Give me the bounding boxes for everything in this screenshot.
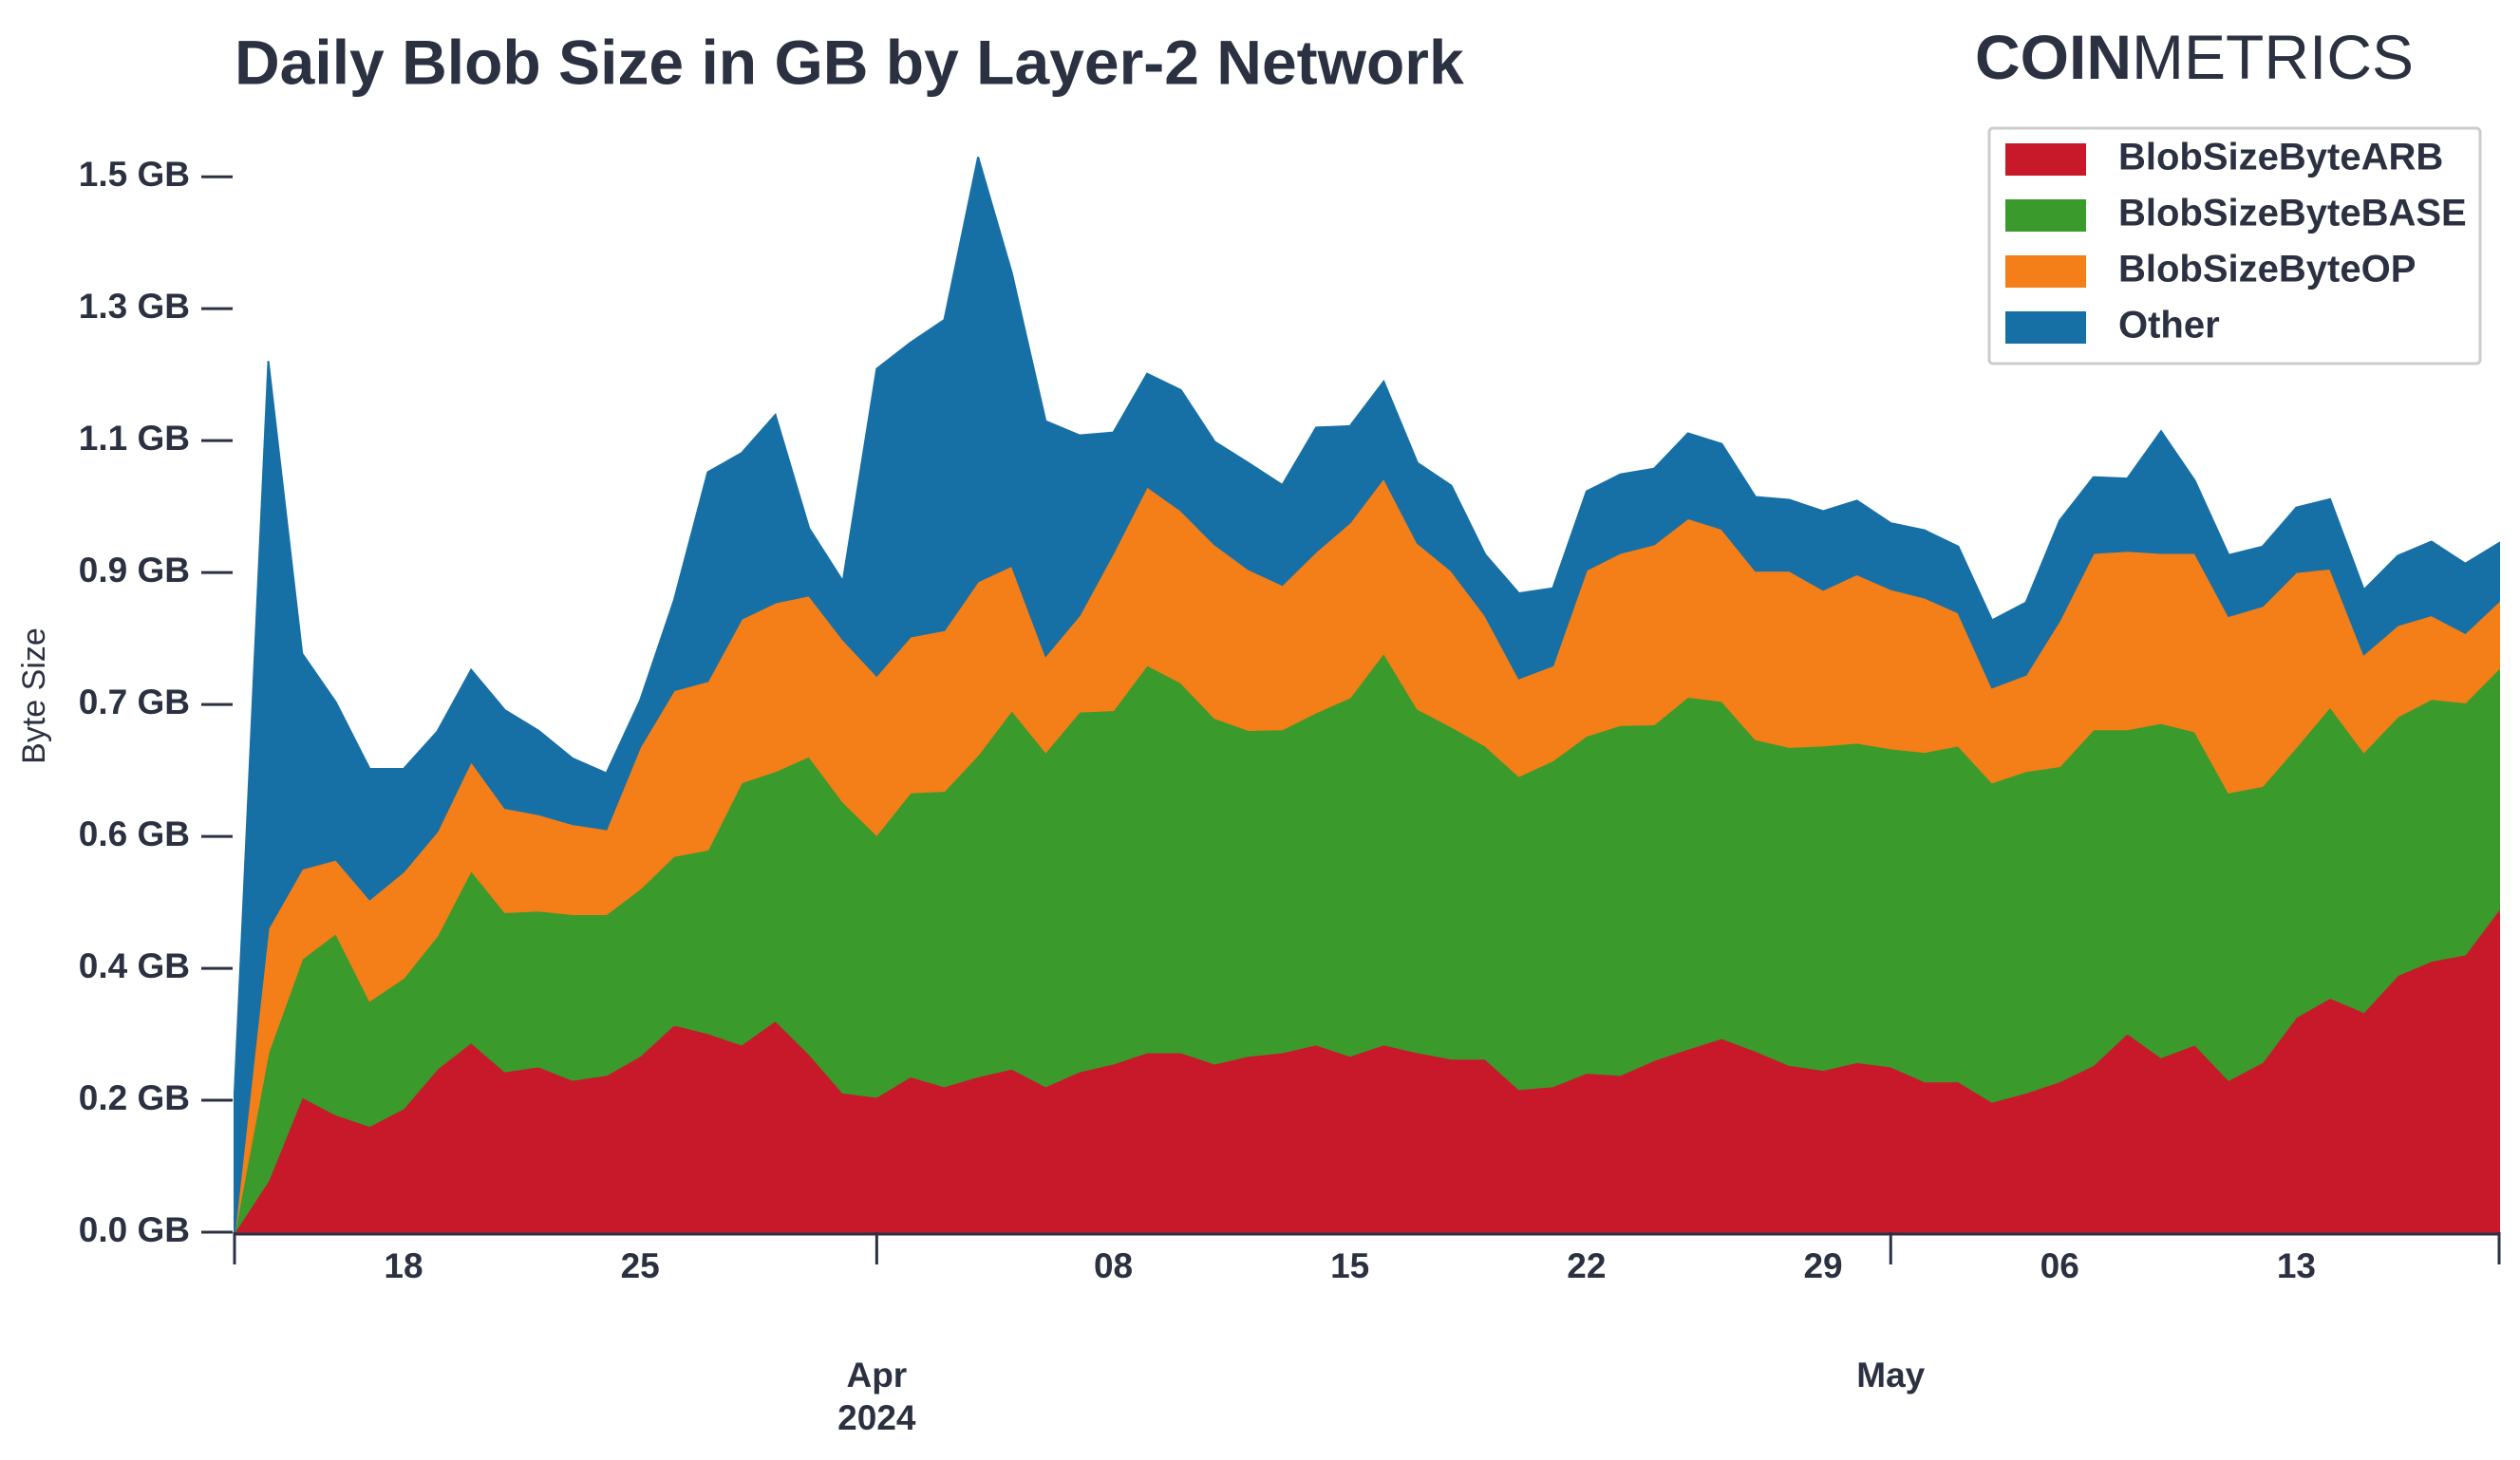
y-tick-label: 0.4 GB bbox=[79, 946, 190, 985]
y-tick-label: 0.7 GB bbox=[79, 683, 190, 721]
y-tick-label: 1.5 GB bbox=[79, 155, 190, 194]
x-tick-label: 18 bbox=[384, 1246, 423, 1285]
legend-box bbox=[1987, 126, 2482, 365]
legend-label: BlobSizeByteOP bbox=[2118, 249, 2416, 290]
y-axis-label: Byte Size bbox=[16, 627, 52, 764]
legend-label: BlobSizeByteARB bbox=[2118, 137, 2443, 178]
legend-label: BlobSizeByteBASE bbox=[2118, 193, 2467, 234]
brand-bold: COIN bbox=[1975, 22, 2132, 92]
y-tick-label: 1.1 GB bbox=[79, 419, 190, 458]
x-tick-label: 22 bbox=[1567, 1246, 1606, 1285]
legend: BlobSizeByteARB BlobSizeByteBASE BlobSizeB… bbox=[1987, 126, 2482, 365]
y-tick-label: 0.0 GB bbox=[79, 1210, 190, 1249]
x-tick-label: 06 bbox=[2040, 1246, 2079, 1285]
x-tick-label: 08 bbox=[1094, 1246, 1133, 1285]
month-label: Apr bbox=[846, 1356, 907, 1394]
x-tick-label: 29 bbox=[1803, 1246, 1842, 1285]
x-tick-label: 15 bbox=[1330, 1246, 1369, 1285]
y-tick-label: 1.3 GB bbox=[79, 287, 190, 326]
plot-area bbox=[233, 157, 2500, 1233]
legend-swatch bbox=[2005, 143, 2086, 176]
legend-swatch bbox=[2005, 255, 2086, 288]
legend-swatch bbox=[2005, 311, 2086, 344]
axes: 0.0 GB 0.2 GB 0.4 GB 0.6 GB 0.7 GB 0.9 GB 1.1 … bbox=[79, 155, 2501, 1437]
y-tick-label: 0.9 GB bbox=[79, 551, 190, 590]
legend-label: Other bbox=[2118, 305, 2220, 346]
brand-logo: COINMETRICS bbox=[1975, 22, 2414, 92]
x-tick-label: 13 bbox=[2277, 1246, 2316, 1285]
year-label: 2024 bbox=[837, 1398, 916, 1437]
x-tick-label: 25 bbox=[621, 1246, 660, 1285]
chart-title: Daily Blob Size in GB by Layer-2 Network bbox=[235, 27, 1464, 97]
y-tick-label: 0.6 GB bbox=[79, 814, 190, 853]
area-other bbox=[234, 157, 2500, 1233]
brand-light: METRICS bbox=[2132, 22, 2414, 92]
month-label: May bbox=[1856, 1356, 1925, 1394]
legend-swatch bbox=[2005, 199, 2086, 232]
y-tick-label: 0.2 GB bbox=[79, 1078, 190, 1117]
